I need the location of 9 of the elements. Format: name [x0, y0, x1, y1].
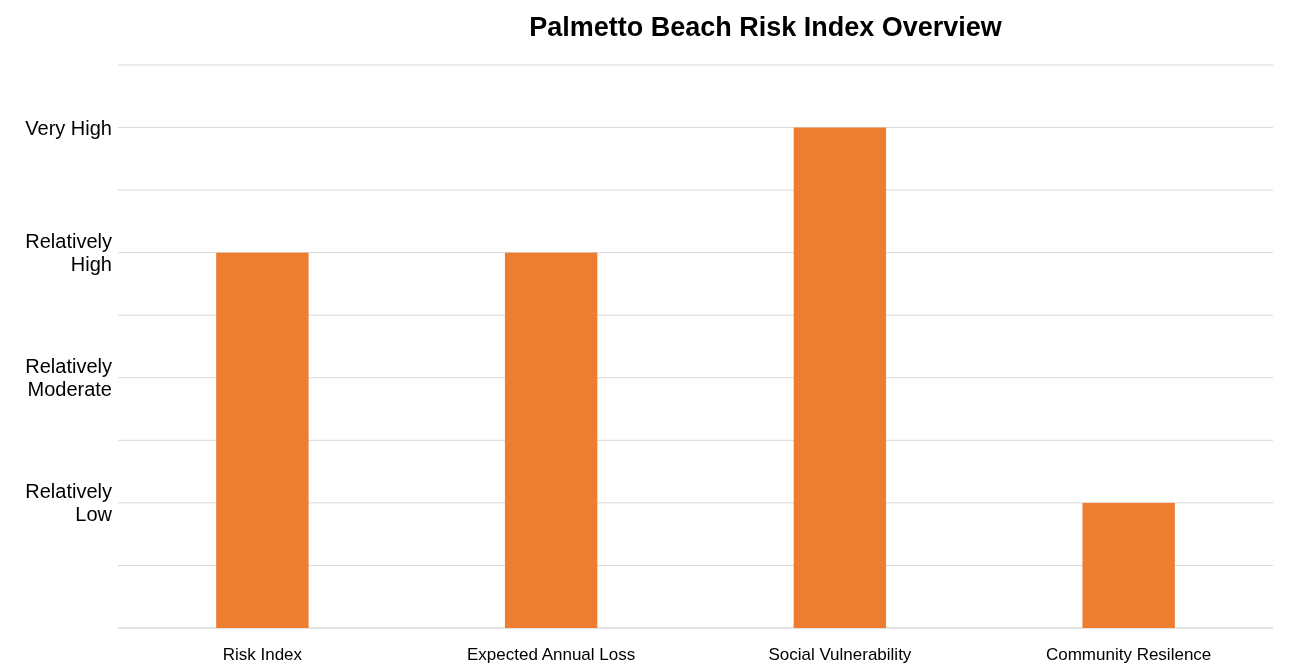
x-tick-label: Social Vulnerability [768, 645, 912, 664]
text: Relatively Moderate [25, 354, 112, 400]
text: Very High [25, 116, 112, 139]
text: Relatively High [25, 229, 112, 275]
x-tick-label: Community Resilence [1045, 645, 1212, 664]
chart-title: Palmetto Beach Risk Index Overview [529, 12, 1003, 42]
text: Relatively Low [25, 479, 113, 525]
x-tick-label: Expected Annual Loss [467, 645, 636, 664]
x-tick-label: Risk Index [222, 645, 303, 664]
